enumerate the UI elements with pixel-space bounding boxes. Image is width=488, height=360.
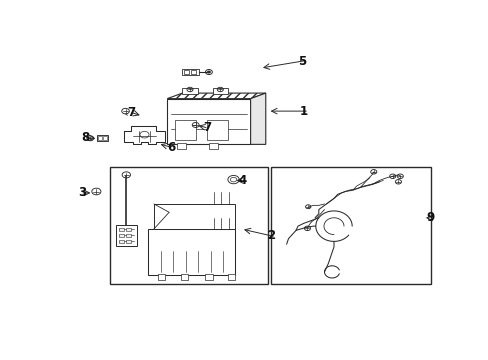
Bar xyxy=(183,70,189,74)
Text: 3: 3 xyxy=(78,186,86,199)
Text: 6: 6 xyxy=(166,141,175,154)
Bar xyxy=(190,70,196,74)
Bar xyxy=(148,229,235,275)
Bar xyxy=(205,274,212,280)
Bar xyxy=(97,135,107,141)
Text: 2: 2 xyxy=(267,229,275,242)
Text: 7: 7 xyxy=(127,106,135,119)
Bar xyxy=(158,274,165,280)
Bar xyxy=(182,69,199,75)
Text: 4: 4 xyxy=(239,174,246,187)
Bar xyxy=(271,167,430,284)
Bar xyxy=(103,136,106,140)
Polygon shape xyxy=(250,93,265,144)
Bar xyxy=(110,167,267,284)
Text: 7: 7 xyxy=(203,121,211,134)
Text: 5: 5 xyxy=(297,55,305,68)
Text: 8: 8 xyxy=(81,131,90,144)
Polygon shape xyxy=(123,126,165,144)
Text: 1: 1 xyxy=(299,105,307,118)
Bar xyxy=(167,99,250,144)
Bar xyxy=(227,274,235,280)
Bar xyxy=(182,87,197,94)
Bar xyxy=(212,87,227,94)
Bar xyxy=(126,240,131,243)
Bar xyxy=(126,234,131,237)
Bar xyxy=(126,228,131,231)
Bar xyxy=(176,143,186,149)
Bar xyxy=(206,120,227,140)
Bar xyxy=(208,143,218,149)
Polygon shape xyxy=(167,93,265,99)
Bar xyxy=(119,228,124,231)
Bar xyxy=(98,136,102,140)
Bar xyxy=(116,225,137,246)
Text: 9: 9 xyxy=(426,211,434,224)
Bar xyxy=(180,274,188,280)
Bar xyxy=(119,240,124,243)
Bar xyxy=(154,204,235,229)
Bar xyxy=(175,120,195,140)
Bar xyxy=(119,234,124,237)
Circle shape xyxy=(207,71,210,73)
